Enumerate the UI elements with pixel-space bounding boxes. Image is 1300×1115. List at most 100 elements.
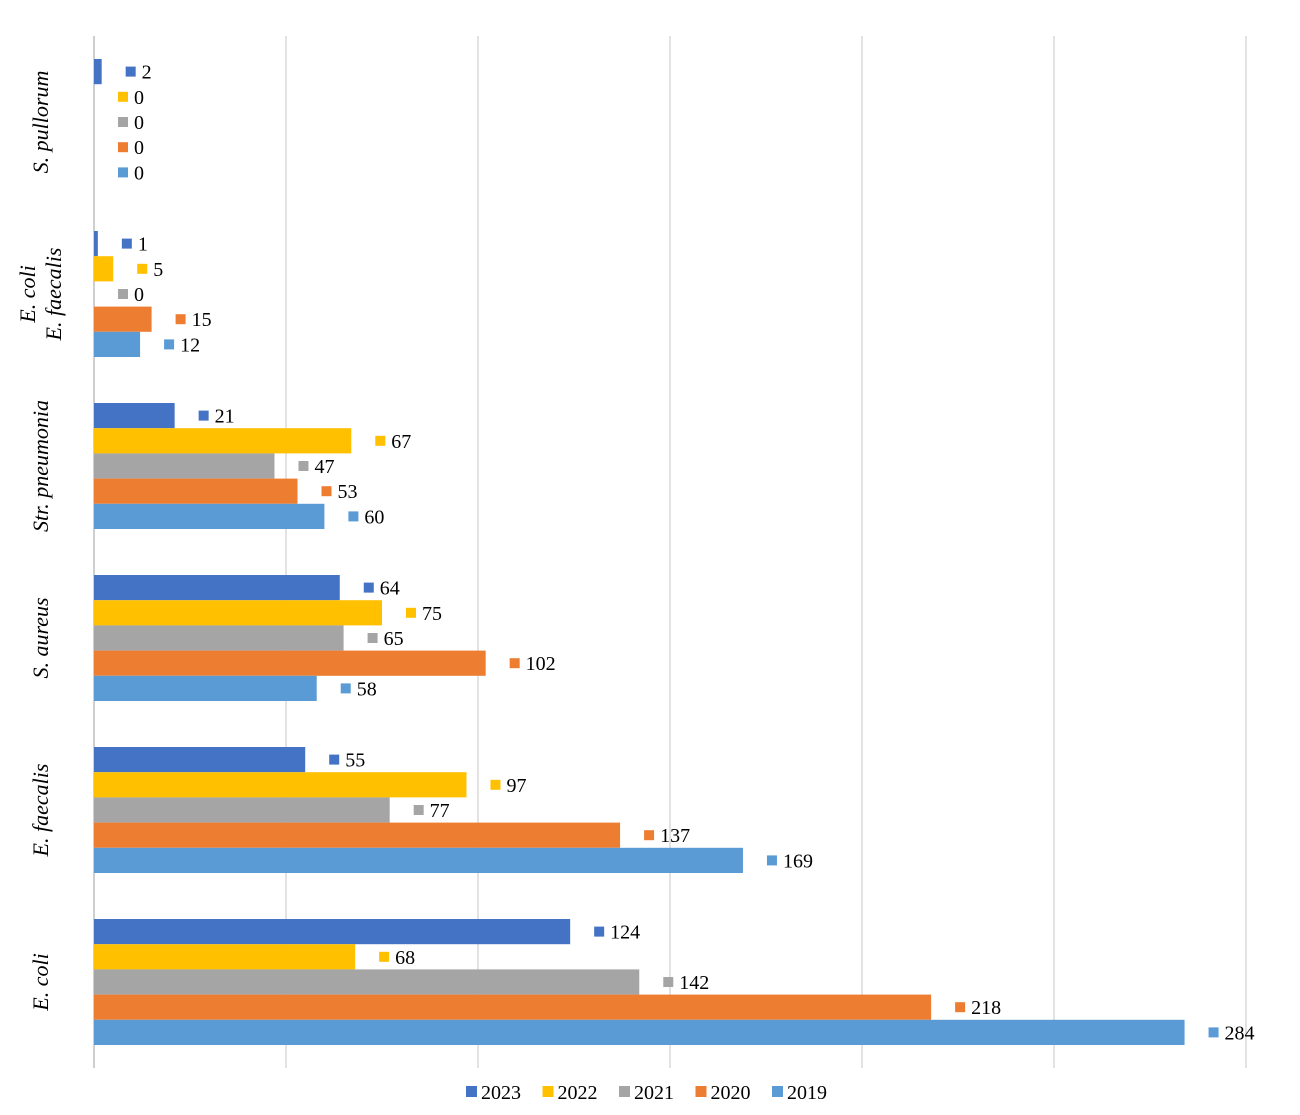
data-label-key	[379, 951, 390, 962]
legend-label: 2023	[481, 1082, 521, 1104]
bar	[94, 625, 344, 651]
category-labels: E. coli E. faecalis S. aureus Str. pneumoni…	[15, 71, 66, 1012]
bar	[94, 969, 640, 995]
bar	[94, 675, 317, 701]
data-label: 284	[1225, 1022, 1255, 1044]
legend-swatch	[466, 1086, 477, 1097]
data-label-key	[121, 238, 132, 249]
bar	[94, 331, 141, 357]
data-label-key	[375, 435, 386, 446]
data-label-key	[340, 683, 351, 694]
bar	[94, 256, 114, 282]
bar	[94, 944, 356, 970]
bar	[94, 919, 571, 945]
data-label-key	[118, 117, 128, 127]
bar	[94, 575, 340, 601]
data-label-key	[663, 977, 674, 987]
legend-swatch	[772, 1086, 783, 1097]
legend: 2023 2022 2021 2020 2019	[466, 1082, 827, 1104]
data-label-key	[118, 167, 128, 178]
bar	[94, 478, 298, 504]
data-label: 77	[430, 800, 450, 822]
data-label: 0	[134, 112, 144, 134]
bar	[94, 994, 932, 1020]
gridlines	[93, 36, 1247, 1068]
data-label: 218	[971, 997, 1001, 1019]
data-label-key	[644, 830, 655, 841]
data-label: 102	[526, 653, 556, 675]
data-label-key	[406, 607, 416, 618]
data-label: 1	[138, 234, 148, 256]
data-label-key	[164, 339, 175, 350]
bar	[94, 600, 382, 626]
data-label: 2	[142, 62, 152, 84]
legend-swatch	[695, 1086, 707, 1097]
data-label-key	[125, 66, 136, 77]
data-label-key	[321, 486, 332, 497]
category-label: E. faecalis	[28, 764, 53, 858]
data-label-key	[509, 658, 520, 669]
data-label-key	[118, 289, 128, 299]
bar	[94, 59, 102, 85]
data-label-key	[955, 1002, 966, 1013]
legend-item: 2021	[619, 1082, 674, 1104]
bar	[94, 306, 152, 332]
data-label-key	[118, 91, 128, 102]
data-label: 97	[506, 775, 526, 797]
bars	[94, 59, 1185, 1045]
bar	[94, 453, 275, 479]
data-label-key	[766, 855, 777, 866]
bar	[94, 772, 467, 798]
data-label-key	[175, 314, 186, 325]
data-label: 65	[384, 628, 404, 650]
data-label: 124	[610, 922, 640, 944]
data-label-key	[348, 511, 359, 522]
legend-label: 2019	[787, 1082, 827, 1104]
data-label: 169	[783, 850, 813, 872]
bar	[94, 822, 621, 848]
data-label: 47	[314, 456, 334, 478]
data-label: 58	[357, 678, 377, 700]
bar	[94, 797, 390, 823]
legend-label: 2021	[634, 1082, 674, 1104]
data-label: 142	[679, 972, 709, 994]
data-label: 12	[180, 334, 200, 356]
data-label: 53	[338, 481, 358, 503]
bar	[94, 650, 486, 676]
data-label: 55	[345, 750, 365, 772]
category-label: Str. pneumonia	[28, 400, 53, 532]
legend-item: 2022	[542, 1082, 598, 1104]
category-label: S. aureus	[28, 597, 53, 678]
data-label: 64	[380, 578, 400, 600]
data-label: 0	[134, 284, 144, 306]
data-label: 21	[215, 406, 235, 428]
data-label: 75	[422, 603, 442, 625]
data-label-key	[137, 263, 148, 274]
legend-item: 2020	[695, 1082, 751, 1104]
bar	[94, 1019, 1185, 1045]
category-label: E. faecalis	[41, 248, 66, 342]
data-label: 60	[364, 506, 384, 528]
data-label-key	[363, 582, 374, 593]
category-label: E. coli	[28, 953, 53, 1011]
data-label: 15	[192, 309, 212, 331]
legend-swatch	[619, 1086, 630, 1097]
legend-item: 2023	[466, 1082, 521, 1104]
data-label-key	[118, 142, 128, 153]
data-label: 0	[134, 137, 144, 159]
bar	[94, 403, 175, 429]
data-labels: 1246814221828455977713716964756510258216…	[118, 62, 1255, 1044]
data-label-key	[490, 779, 501, 790]
data-label-key	[1208, 1027, 1219, 1038]
data-label: 67	[391, 431, 411, 453]
data-label: 68	[395, 947, 415, 969]
data-label-key	[367, 633, 378, 643]
bar	[94, 503, 325, 529]
bar	[94, 428, 352, 454]
bar	[94, 847, 743, 873]
data-label: 0	[134, 87, 144, 109]
data-label: 137	[660, 825, 690, 847]
data-label: 5	[153, 259, 163, 281]
data-label-key	[329, 754, 340, 765]
